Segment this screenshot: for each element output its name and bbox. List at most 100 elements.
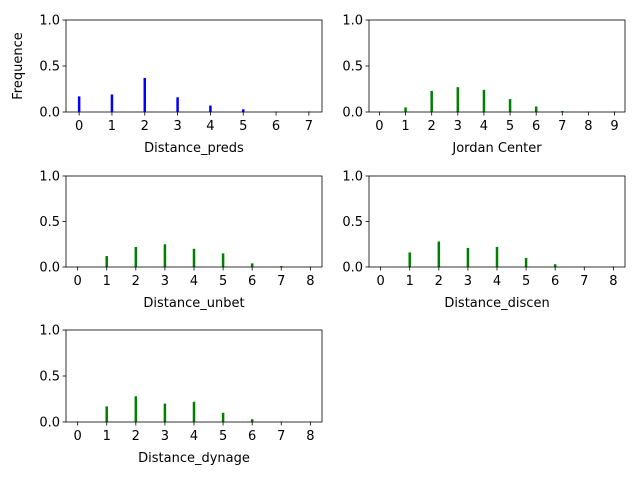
bar-distance-unbet-4 bbox=[192, 248, 196, 267]
ytick-label: 0.5 bbox=[39, 215, 60, 230]
xtick-label: 3 bbox=[173, 119, 181, 134]
subplot-distance-preds: 0.0 0.5 1.0 0 1 2 3 4 5 6 7 Distance_preds Frequence bbox=[11, 14, 323, 156]
ytick-label: 1.0 bbox=[39, 324, 60, 339]
xaxis-label: Distance_unbet bbox=[143, 296, 244, 311]
bar-distance-discen-5 bbox=[524, 257, 528, 267]
xtick-label: 3 bbox=[464, 274, 472, 289]
yaxis-label: Frequence bbox=[11, 32, 26, 99]
xtick-label: 6 bbox=[532, 119, 540, 134]
ytick-label: 1.0 bbox=[342, 170, 363, 185]
xtick-label: 5 bbox=[219, 274, 227, 289]
xtick-label: 0 bbox=[75, 119, 83, 134]
xtick-label: 1 bbox=[108, 119, 116, 134]
xtick-label: 6 bbox=[248, 429, 256, 444]
bar-distance-unbet-5 bbox=[221, 253, 225, 267]
ytick-label: 1.0 bbox=[39, 170, 60, 185]
bar-distance-preds-5 bbox=[241, 109, 245, 112]
bar-distance-discen-1 bbox=[408, 252, 411, 267]
bar-jordan-center-3 bbox=[456, 87, 460, 112]
xtick-label: 2 bbox=[132, 274, 140, 289]
bar-distance-discen-3 bbox=[466, 247, 470, 267]
bar-distance-unbet-6 bbox=[250, 263, 254, 267]
xtick-label: 3 bbox=[454, 119, 462, 134]
xtick-label: 7 bbox=[305, 119, 313, 134]
subplot-jordan-center: 0.0 0.5 1.0 0 1 2 3 4 5 6 7 8 9 Jordan Center bbox=[342, 14, 626, 156]
xtick-label: 0 bbox=[376, 274, 384, 289]
xtick-label: 1 bbox=[401, 119, 409, 134]
ytick-label: 0.5 bbox=[39, 60, 60, 75]
xtick-label: 4 bbox=[190, 429, 198, 444]
xtick-label: 3 bbox=[161, 274, 169, 289]
xtick-label: 2 bbox=[435, 274, 443, 289]
xtick-label: 0 bbox=[73, 429, 81, 444]
xtick-label: 7 bbox=[558, 119, 566, 134]
ytick-label: 0.0 bbox=[342, 106, 363, 121]
xtick-label: 4 bbox=[480, 119, 488, 134]
ytick-label: 0.0 bbox=[342, 261, 363, 276]
xtick-label: 0 bbox=[375, 119, 383, 134]
bar-distance-dynage-6 bbox=[250, 419, 254, 422]
xtick-label: 9 bbox=[610, 119, 618, 134]
xtick-label: 2 bbox=[132, 429, 140, 444]
xtick-label: 4 bbox=[493, 274, 501, 289]
xtick-label: 5 bbox=[219, 429, 227, 444]
bar-distance-preds-1 bbox=[110, 94, 114, 112]
axes-frame-distance-preds bbox=[65, 19, 323, 113]
xtick-label: 6 bbox=[248, 274, 256, 289]
xtick-label: 8 bbox=[584, 119, 592, 134]
bar-jordan-center-4 bbox=[482, 89, 486, 112]
bar-jordan-center-2 bbox=[430, 90, 433, 112]
ytick-label: 1.0 bbox=[39, 14, 60, 29]
bar-distance-unbet-7 bbox=[280, 266, 283, 267]
subplot-distance-discen: 0.0 0.5 1.0 0 1 2 3 4 5 6 7 8 Distance_discen bbox=[342, 170, 626, 311]
xaxis-label: Distance_dynage bbox=[138, 451, 250, 466]
xtick-label: 8 bbox=[306, 274, 314, 289]
xtick-label: 1 bbox=[103, 429, 111, 444]
xtick-label: 6 bbox=[551, 274, 559, 289]
xtick-label: 5 bbox=[522, 274, 530, 289]
bar-distance-dynage-4 bbox=[192, 401, 196, 422]
ytick-label: 0.0 bbox=[39, 106, 60, 121]
bar-distance-unbet-2 bbox=[134, 246, 138, 267]
xtick-label: 8 bbox=[306, 429, 314, 444]
ytick-label: 0.0 bbox=[39, 416, 60, 431]
bar-distance-preds-3 bbox=[176, 97, 179, 112]
xtick-label: 2 bbox=[141, 119, 149, 134]
ytick-label: 0.5 bbox=[342, 215, 363, 230]
xtick-label: 0 bbox=[73, 274, 81, 289]
xtick-label: 3 bbox=[161, 429, 169, 444]
subplot-distance-unbet: 0.0 0.5 1.0 0 1 2 3 4 5 6 7 8 Distance_unbet bbox=[39, 170, 323, 311]
bar-distance-unbet-3 bbox=[163, 244, 167, 267]
bar-distance-preds-4 bbox=[209, 105, 212, 112]
subplot-distance-dynage: 0.0 0.5 1.0 0 1 2 3 4 5 6 7 8 Distance_dynage bbox=[39, 324, 323, 466]
ytick-label: 0.5 bbox=[39, 370, 60, 385]
bar-distance-dynage-3 bbox=[163, 403, 167, 422]
xtick-label: 4 bbox=[190, 274, 198, 289]
bar-distance-dynage-2 bbox=[134, 396, 138, 422]
xtick-label: 1 bbox=[406, 274, 414, 289]
bar-jordan-center-6 bbox=[534, 106, 538, 112]
bar-jordan-center-5 bbox=[508, 99, 512, 112]
bar-jordan-center-7 bbox=[561, 111, 564, 112]
bar-distance-discen-4 bbox=[495, 246, 499, 267]
bar-distance-preds-2 bbox=[143, 77, 147, 112]
xtick-label: 8 bbox=[609, 274, 617, 289]
xtick-label: 7 bbox=[580, 274, 588, 289]
bar-jordan-center-1 bbox=[404, 107, 407, 112]
bar-distance-preds-0 bbox=[77, 96, 81, 112]
xtick-label: 7 bbox=[277, 274, 285, 289]
xtick-label: 5 bbox=[239, 119, 247, 134]
xtick-label: 7 bbox=[277, 429, 285, 444]
bar-distance-discen-2 bbox=[437, 241, 441, 267]
xaxis-label: Distance_discen bbox=[444, 296, 549, 311]
ytick-label: 1.0 bbox=[342, 14, 363, 29]
xaxis-label: Jordan Center bbox=[451, 141, 542, 156]
bar-distance-dynage-1 bbox=[105, 406, 108, 422]
xtick-label: 6 bbox=[272, 119, 280, 134]
bar-distance-unbet-1 bbox=[105, 256, 108, 267]
axes-frame-jordan-center bbox=[368, 19, 626, 113]
xtick-label: 5 bbox=[506, 119, 514, 134]
bar-distance-dynage-5 bbox=[221, 412, 225, 422]
ytick-label: 0.5 bbox=[342, 60, 363, 75]
